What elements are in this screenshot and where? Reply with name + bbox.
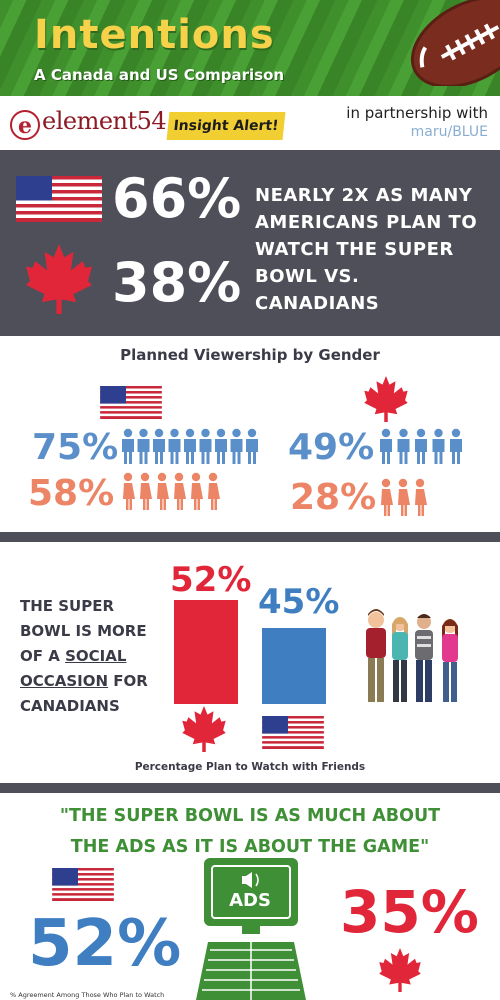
summary-line: NEARLY 2X AS MANY (255, 185, 473, 206)
female-person-icon (398, 478, 410, 516)
us-friends-bar (262, 628, 326, 704)
section-divider (0, 532, 500, 542)
male-person-icon (168, 428, 181, 464)
female-person-icon (157, 472, 169, 510)
maple-leaf-icon (26, 244, 92, 314)
male-person-icon (415, 428, 427, 464)
male-person-icon (246, 428, 258, 464)
social-text-line: CANADIANS (20, 694, 160, 719)
female-person-icon (174, 472, 186, 510)
male-person-icon (153, 428, 165, 464)
canada-male-icon-row (380, 428, 462, 464)
female-person-icon (123, 472, 135, 510)
female-person-icon (208, 472, 220, 510)
summary-line: WATCH THE SUPER (255, 239, 454, 260)
us-ads-percent: 52% (28, 907, 182, 981)
partnership-text: in partnership with (346, 104, 488, 122)
canada-watch-percent: 38% (112, 251, 242, 314)
maru-blue-logo: maru/BLUE (410, 124, 488, 140)
male-person-icon (432, 428, 445, 464)
canada-friends-percent: 52% (170, 560, 252, 600)
football-icon (410, 0, 500, 86)
canada-female-percent: 28% (290, 477, 377, 518)
male-person-icon (450, 428, 462, 464)
page-subtitle: A Canada and US Comparison (34, 66, 285, 84)
us-female-icon-row (123, 472, 220, 510)
us-female-percent: 58% (28, 473, 115, 514)
canada-ads-percent: 35% (340, 878, 479, 946)
female-person-icon (191, 472, 203, 510)
male-person-icon (122, 428, 134, 464)
element54-logo: element54 (42, 107, 167, 135)
social-text-line: OF A SOCIAL (20, 644, 160, 669)
underlined-word: SOCIAL (65, 647, 127, 665)
canada-female-icon-row (381, 478, 427, 516)
underlined-word: OCCASION (20, 672, 109, 690)
social-text-line: OCCASION FOR (20, 669, 160, 694)
ads-screen-label: ADS (229, 890, 271, 911)
insight-alert-badge: Insight Alert! (166, 112, 286, 140)
maple-leaf-icon (379, 948, 421, 992)
us-friends-percent: 45% (258, 582, 340, 622)
text-fragment: BOWL IS MORE (20, 622, 147, 640)
maple-leaf-icon (182, 706, 226, 752)
us-watch-percent: 66% (112, 167, 242, 230)
male-person-icon (230, 428, 243, 464)
quote-line: "THE SUPER BOWL IS AS MUCH ABOUT (59, 806, 441, 826)
quote-line: THE ADS AS IT IS ABOUT THE GAME" (70, 837, 430, 857)
female-person-icon (415, 478, 427, 516)
male-person-icon (215, 428, 227, 464)
social-text-line: BOWL IS MORE (20, 619, 160, 644)
text-fragment: THE SUPER (20, 597, 115, 615)
gender-section-title: Planned Viewership by Gender (120, 346, 380, 364)
canada-friends-bar (174, 600, 238, 704)
us-male-percent: 75% (32, 427, 119, 468)
maple-leaf-icon (364, 376, 408, 422)
text-fragment: CANADIANS (20, 697, 120, 715)
female-person-icon (140, 472, 152, 510)
canada-male-percent: 49% (288, 427, 375, 468)
summary-line: BOWL VS. CANADIANS (255, 266, 380, 314)
tv-screen-icon (196, 858, 306, 1000)
social-text-line: THE SUPER (20, 594, 160, 619)
ads-footnote: % Agreement Among Those Who Plan to Watc… (10, 991, 165, 999)
summary-line: AMERICANS PLAN TO (255, 212, 478, 233)
us-flag-icon (262, 716, 324, 749)
male-person-icon (199, 428, 212, 464)
female-person-icon (381, 478, 393, 516)
friends-group-icon (366, 609, 458, 702)
us-flag-icon (16, 176, 102, 222)
us-flag-icon (100, 386, 162, 419)
header-banner: Intentions A Canada and US Comparison (0, 0, 500, 96)
ads-quote: "THE SUPER BOWL IS AS MUCH ABOUT THE ADS… (0, 801, 500, 863)
male-person-icon (137, 428, 150, 464)
social-occasion-text: THE SUPER BOWL IS MORE OF A SOCIAL OCCASION… (20, 594, 160, 719)
text-fragment: FOR (108, 672, 148, 690)
us-flag-icon (52, 868, 114, 901)
male-person-icon (397, 428, 410, 464)
friends-caption: Percentage Plan to Watch with Friends (134, 761, 366, 773)
section-divider (0, 783, 500, 793)
male-person-icon (380, 428, 392, 464)
us-male-icon-row (122, 428, 258, 464)
page-title: Intentions (34, 12, 275, 58)
element54-logo-badge: e (10, 110, 40, 140)
male-person-icon (184, 428, 196, 464)
text-fragment: OF A (20, 647, 66, 665)
summary-headline: NEARLY 2X AS MANY AMERICANS PLAN TO WATC… (255, 182, 487, 317)
